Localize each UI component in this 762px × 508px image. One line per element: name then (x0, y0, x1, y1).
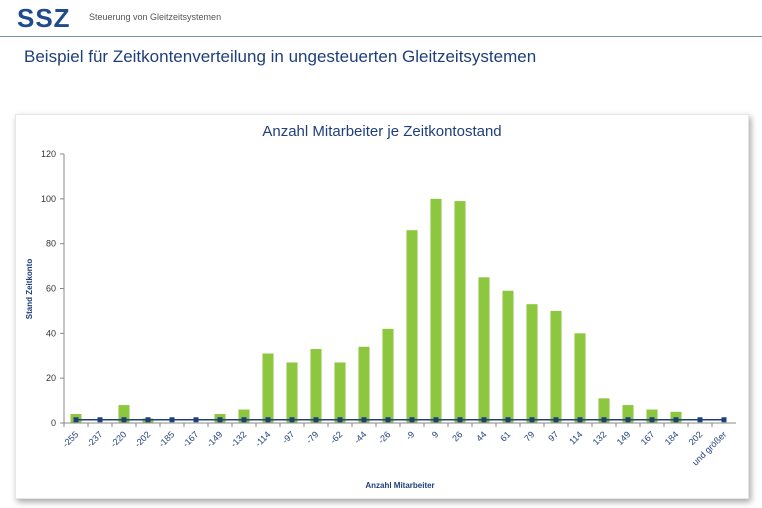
bar (550, 310, 562, 423)
x-axis-label: Anzahl Mitarbeiter (365, 481, 434, 490)
marker-point (529, 417, 535, 423)
marker-point (721, 417, 727, 423)
x-tick-label: -237 (85, 429, 105, 449)
bar (334, 362, 346, 423)
marker-point (145, 417, 151, 423)
marker-point (673, 417, 679, 423)
y-tick-label: 60 (46, 284, 56, 294)
chart-title: Anzahl Mitarbeiter je Zeitkontostand (262, 123, 501, 140)
y-tick-label: 100 (41, 194, 56, 204)
marker-point (385, 417, 391, 423)
bar (406, 230, 418, 423)
x-tick-label: -97 (280, 429, 296, 445)
bar (574, 333, 586, 423)
x-tick-label: -202 (133, 429, 153, 449)
x-tick-label: 79 (522, 429, 536, 443)
x-tick-label: 202 (687, 429, 705, 447)
x-tick-label: -167 (181, 429, 201, 449)
y-axis-label: Stand Zeitkonto (25, 259, 34, 320)
bar-chart: Anzahl Mitarbeiter je Zeitkontostand Sta… (25, 123, 736, 490)
x-tick-label: 61 (498, 429, 512, 443)
ssz-logo: SSZ (17, 3, 71, 33)
x-tick-label: -62 (328, 429, 344, 445)
marker-point (457, 417, 463, 423)
y-tick-label: 120 (41, 149, 56, 159)
bar (502, 290, 514, 423)
bar (310, 349, 322, 423)
marker-point (193, 417, 199, 423)
x-tick-label: -114 (253, 429, 272, 448)
marker-point (73, 417, 79, 423)
marker-point (265, 417, 271, 423)
marker-point (97, 417, 103, 423)
bar (118, 405, 130, 423)
x-tick-label: -9 (404, 429, 417, 442)
x-tick-label: -132 (229, 429, 249, 449)
x-tick-label: -44 (352, 429, 368, 445)
y-tick-label: 80 (46, 239, 56, 249)
bar (622, 405, 634, 423)
bar (598, 398, 610, 423)
x-tick-label: -255 (61, 429, 81, 449)
marker-point (649, 417, 655, 423)
marker-point (337, 417, 343, 423)
x-tick-label: -149 (205, 429, 225, 449)
chart-panel: Anzahl Mitarbeiter je Zeitkontostand Sta… (15, 114, 749, 499)
marker-point (577, 417, 583, 423)
marker-point (601, 417, 607, 423)
bar (382, 328, 394, 423)
x-tick-label: 26 (450, 429, 464, 443)
x-tick-label: 132 (591, 429, 609, 447)
marker-point (481, 417, 487, 423)
x-tick-label: -220 (109, 429, 129, 449)
marker-point (553, 417, 559, 423)
marker-point (433, 417, 439, 423)
x-tick-label: 149 (615, 429, 633, 447)
marker-point (625, 417, 631, 423)
bar (262, 353, 274, 423)
slide-title: Beispiel für Zeitkontenverteilung in ung… (24, 47, 537, 66)
bar (454, 201, 466, 423)
marker-point (289, 417, 295, 423)
x-tick-label: 167 (639, 429, 657, 447)
marker-point (697, 417, 703, 423)
marker-point (313, 417, 319, 423)
header-divider (0, 36, 762, 37)
bar (478, 277, 490, 423)
x-tick-label: 97 (546, 429, 560, 443)
y-tick-label: 0 (51, 418, 56, 428)
marker-point (409, 417, 415, 423)
x-tick-label: 44 (474, 429, 488, 443)
bar (526, 304, 538, 423)
company-tagline: Steuerung von Gleitzeitsystemen (89, 12, 222, 22)
bar (286, 362, 298, 423)
y-tick-label: 40 (46, 328, 56, 338)
marker-point (217, 417, 223, 423)
x-tick-label: 184 (663, 429, 681, 447)
y-tick-label: 20 (46, 373, 56, 383)
marker-point (169, 417, 175, 423)
bar (430, 198, 442, 423)
x-tick-label: 9 (430, 429, 441, 440)
x-tick-label: -79 (304, 429, 320, 445)
x-tick-label: -185 (157, 429, 177, 449)
marker-point (121, 417, 127, 423)
bar (238, 409, 250, 423)
x-tick-label: 114 (567, 429, 584, 446)
marker-point (361, 417, 367, 423)
bar (358, 346, 370, 423)
marker-point (241, 417, 247, 423)
x-tick-label: -26 (376, 429, 392, 445)
marker-point (505, 417, 511, 423)
bar (646, 409, 658, 423)
